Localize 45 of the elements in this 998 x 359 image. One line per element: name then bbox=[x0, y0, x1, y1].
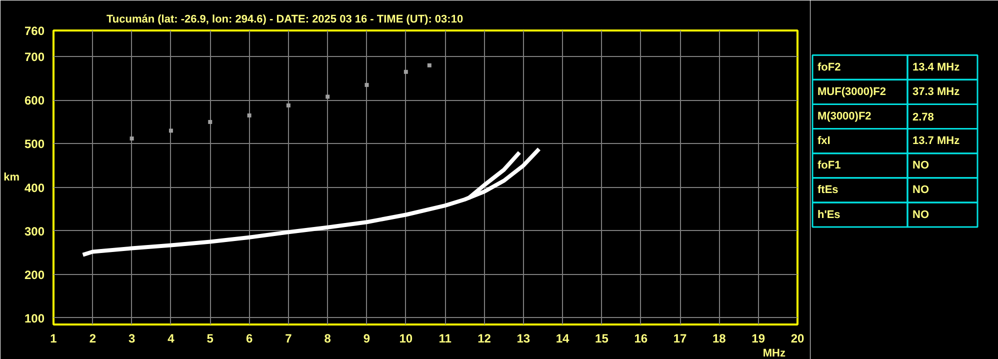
x-tick-label: 17 bbox=[673, 332, 688, 346]
x-tick-label: 11 bbox=[438, 332, 452, 346]
y-axis-title: km bbox=[4, 172, 20, 184]
x-tick-label: 7 bbox=[285, 332, 292, 346]
x-tick-label: 13 bbox=[516, 332, 530, 346]
x-axis-title: MHz bbox=[762, 348, 786, 359]
x-tick-label: 14 bbox=[556, 332, 570, 346]
text: 13.4 MHz bbox=[912, 61, 960, 74]
x-tick-label: 1 bbox=[50, 332, 58, 346]
y-tick-label: 500 bbox=[24, 137, 45, 152]
y-tick-label: 600 bbox=[24, 94, 45, 108]
text: ftEs bbox=[818, 184, 838, 196]
text: NO bbox=[912, 208, 930, 221]
y-tick-label: 700 bbox=[24, 50, 45, 64]
x-tick-label: 12 bbox=[478, 332, 492, 346]
text: NO bbox=[912, 184, 930, 196]
text: 2.78 bbox=[912, 111, 934, 124]
x-tick-label: 15 bbox=[595, 332, 609, 346]
y-tick-label: 200 bbox=[24, 268, 45, 282]
y-tick-label: 400 bbox=[24, 180, 45, 195]
x-tick-label: 20 bbox=[790, 332, 804, 346]
text: 13.7 MHz bbox=[912, 135, 960, 148]
text: M(3000)F2 bbox=[818, 110, 872, 122]
y-tick-label: 100 bbox=[24, 311, 45, 326]
x-tick-label: 2 bbox=[89, 332, 96, 346]
text: foF2 bbox=[818, 61, 841, 74]
x-tick-label: 4 bbox=[168, 332, 175, 346]
x-tick-label: 16 bbox=[634, 332, 648, 346]
x-tick-label: 5 bbox=[206, 332, 214, 346]
text: foF1 bbox=[818, 160, 841, 172]
y-tick-label: 300 bbox=[24, 224, 45, 238]
text: NO bbox=[912, 160, 930, 172]
chart-title: Tucumán (lat: -26.9, lon: 294.6) - DATE: 2025 03 16 - TIME (UT): 03:10 bbox=[106, 14, 464, 26]
x-tick-label: 3 bbox=[128, 332, 136, 346]
x-tick-label: 6 bbox=[246, 332, 253, 346]
text: 37.3 MHz bbox=[912, 86, 960, 98]
text: MUF(3000)F2 bbox=[818, 86, 886, 98]
x-tick-label: 18 bbox=[712, 332, 726, 346]
x-tick-label: 19 bbox=[752, 332, 766, 346]
x-tick-label: 10 bbox=[399, 332, 413, 346]
text: h'Es bbox=[818, 208, 840, 221]
y-tick-label: 760 bbox=[24, 24, 45, 38]
text: fxI bbox=[818, 135, 830, 148]
x-tick-label: 9 bbox=[363, 332, 370, 346]
x-tick-label: 8 bbox=[324, 332, 332, 346]
